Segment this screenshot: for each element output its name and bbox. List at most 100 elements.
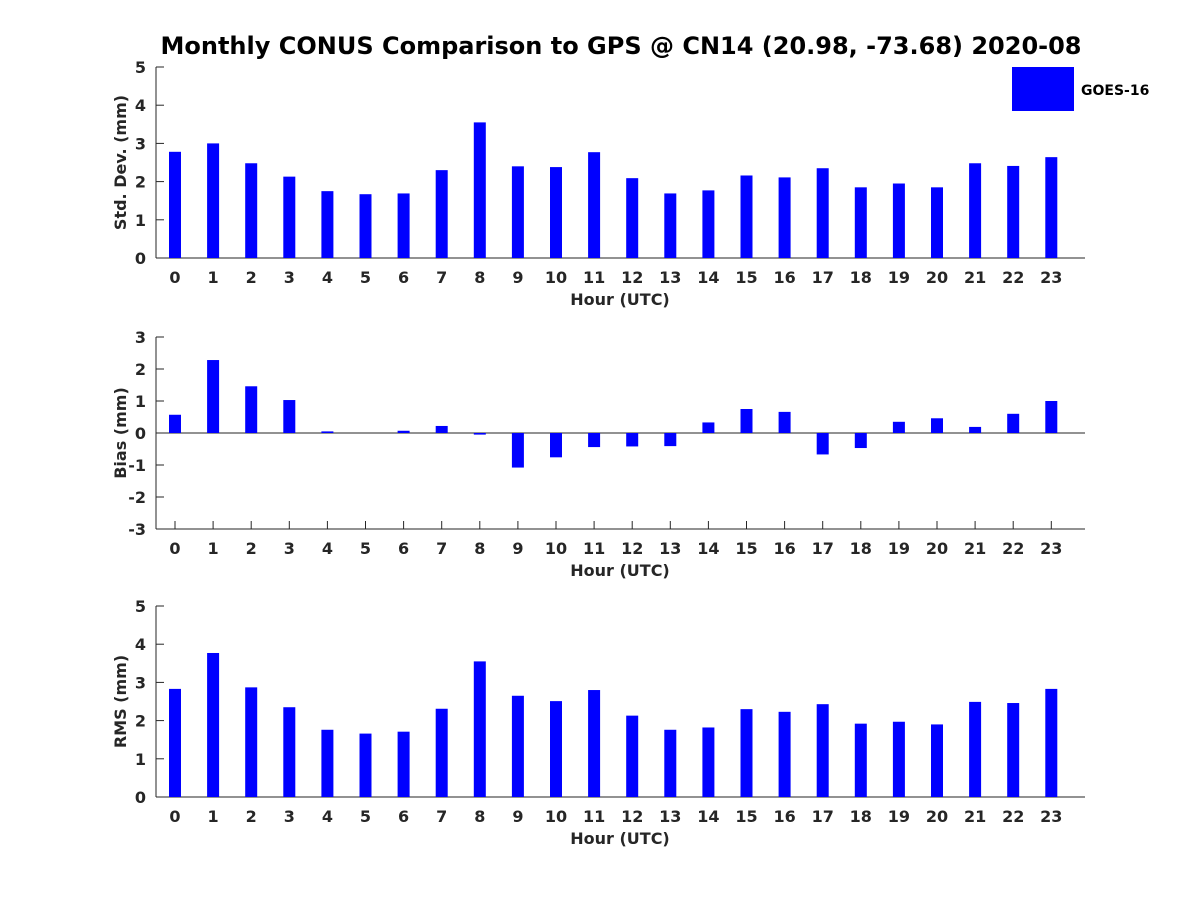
bar-hour-19 [892,421,905,433]
x-tick-label: 16 [773,807,795,826]
y-tick-label: 3 [135,673,146,692]
x-tick-label: 21 [964,539,986,558]
bar-hour-18 [854,723,867,797]
bar-hour-14 [702,727,715,797]
y-tick-label: 1 [135,750,146,769]
x-tick-label: 16 [773,539,795,558]
bar-hour-18 [854,433,867,449]
x-tick-label: 18 [850,807,872,826]
x-tick-label: 7 [436,539,447,558]
x-tick-label: 12 [621,268,643,287]
x-tick-label: 2 [246,268,257,287]
bar-hour-4 [321,191,334,258]
bar-hour-17 [816,168,829,258]
x-tick-label: 1 [208,807,219,826]
x-tick-label: 10 [545,268,567,287]
x-tick-label: 1 [208,268,219,287]
x-tick-label: 18 [850,539,872,558]
bar-hour-11 [588,433,601,448]
bar-hour-7 [435,708,448,797]
x-tick-label: 16 [773,268,795,287]
bar-hour-9 [511,166,524,258]
x-tick-label: 23 [1040,807,1062,826]
bar-hour-6 [397,193,410,258]
bar-hour-4 [321,729,334,797]
x-tick-label: 22 [1002,807,1024,826]
x-tick-label: 3 [284,807,295,826]
bar-hour-0 [169,151,181,258]
x-tick-label: 9 [512,807,523,826]
x-tick-label: 11 [583,268,605,287]
x-tick-label: 14 [697,268,719,287]
bar-hour-18 [854,187,867,258]
legend-label: GOES-16 [1081,83,1149,99]
y-tick-label: 2 [135,360,146,379]
x-tick-label: 5 [360,268,371,287]
x-tick-label: 2 [246,539,257,558]
bar-hour-10 [550,433,562,458]
bar-hour-1 [207,360,220,433]
bar-hour-2 [245,687,258,797]
y-tick-label: 1 [135,211,146,230]
y-tick-label: 2 [135,712,146,731]
x-tick-label: 18 [850,268,872,287]
bar-hour-21 [969,701,982,797]
x-tick-label: 22 [1002,539,1024,558]
x-tick-label: 21 [964,807,986,826]
bar-hour-15 [740,409,753,433]
bar-hour-12 [626,178,639,258]
x-tick-label: 9 [512,268,523,287]
bar-hour-17 [816,433,829,455]
bar-hour-23 [1045,157,1058,258]
y-tick-label: 1 [135,392,146,411]
bar-hour-7 [435,170,448,258]
bar-hour-20 [931,187,943,258]
x-axis-label: Hour (UTC) [570,290,670,309]
y-tick-label: 0 [135,249,146,268]
x-tick-label: 3 [284,268,295,287]
bar-hour-0 [169,414,181,433]
x-tick-label: 19 [888,807,910,826]
bar-hour-23 [1045,688,1058,797]
x-tick-label: 8 [474,539,485,558]
bar-hour-13 [664,433,677,447]
legend-swatch [1012,67,1074,111]
bar-hour-9 [511,695,524,797]
x-tick-label: 8 [474,268,485,287]
x-tick-label: 0 [169,807,180,826]
x-tick-label: 20 [926,539,948,558]
bar-hour-1 [207,652,220,797]
x-tick-label: 11 [583,807,605,826]
y-tick-label: 0 [135,788,146,807]
bar-hour-16 [778,177,791,258]
bar-hour-12 [626,433,639,447]
bar-hour-8 [473,433,486,435]
y-tick-label: 3 [135,134,146,153]
x-tick-label: 23 [1040,539,1062,558]
x-tick-label: 2 [246,807,257,826]
bar-hour-15 [740,175,753,258]
bar-hour-20 [931,724,943,797]
bar-hour-8 [473,661,486,797]
bar-hour-5 [359,194,372,258]
bar-hour-21 [969,426,982,433]
y-tick-label: 4 [135,635,146,654]
x-tick-label: 1 [208,539,219,558]
x-tick-label: 12 [621,807,643,826]
x-tick-label: 13 [659,539,681,558]
x-tick-label: 17 [812,268,834,287]
bar-hour-2 [245,386,258,433]
bar-hour-23 [1045,401,1058,433]
y-axis-label: Bias (mm) [111,387,130,479]
x-tick-label: 9 [512,539,523,558]
bar-hour-19 [892,721,905,797]
y-tick-label: 5 [135,58,146,77]
bar-hour-22 [1007,165,1020,258]
x-tick-label: 7 [436,268,447,287]
bar-hour-11 [588,690,601,797]
bar-hour-21 [969,163,982,258]
bar-hour-19 [892,183,905,258]
legend: GOES-16 [1012,67,1149,111]
